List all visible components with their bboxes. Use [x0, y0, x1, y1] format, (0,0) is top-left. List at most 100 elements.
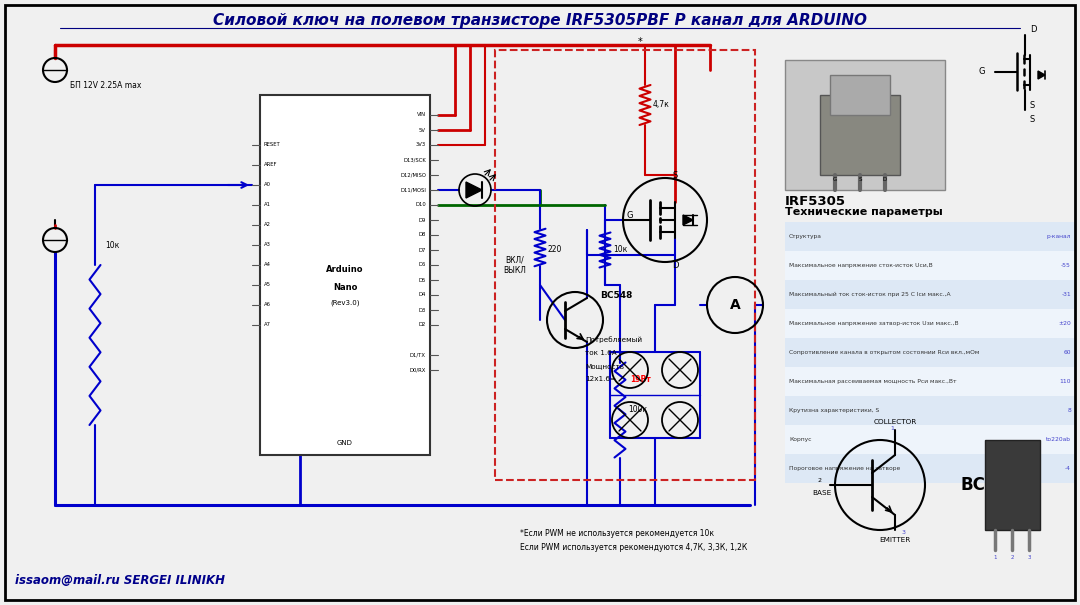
Text: Мощность: Мощность	[585, 363, 624, 369]
Text: Структура: Структура	[789, 234, 822, 239]
Bar	[785, 396, 1075, 425]
Text: *Если PWM не используется рекомендуется 10к: *Если PWM не используется рекомендуется …	[519, 529, 714, 537]
Bar	[785, 60, 945, 190]
Bar	[785, 222, 1075, 251]
Bar	[785, 280, 1075, 309]
Text: D11/MOSI: D11/MOSI	[400, 188, 426, 192]
Text: A1: A1	[264, 203, 271, 208]
Text: Если PWM используется рекомендуются 4,7К, 3,3К, 1,2К: Если PWM используется рекомендуются 4,7К…	[519, 543, 747, 552]
Text: 110: 110	[1059, 379, 1071, 384]
Text: 12x1.6=: 12x1.6=	[585, 376, 616, 382]
Text: A3: A3	[264, 243, 271, 247]
Text: D: D	[672, 261, 678, 269]
Text: 1: 1	[890, 425, 894, 431]
Text: D6: D6	[419, 263, 426, 267]
Text: IRF5305: IRF5305	[785, 195, 846, 208]
Text: Корпус: Корпус	[789, 437, 811, 442]
Text: G: G	[833, 177, 837, 182]
Text: -4: -4	[1065, 466, 1071, 471]
Text: D2: D2	[419, 322, 426, 327]
Text: 3V3: 3V3	[416, 143, 426, 148]
Text: Максимальная рассеиваемая мощность Рси макс.,Вт: Максимальная рассеиваемая мощность Рси м…	[789, 379, 957, 384]
Text: G: G	[978, 68, 985, 76]
Bar	[785, 251, 1075, 280]
Text: 3: 3	[1027, 555, 1030, 560]
Text: 1: 1	[994, 555, 997, 560]
Text: A2: A2	[264, 223, 271, 227]
Text: 10к: 10к	[105, 241, 120, 249]
Bar	[785, 425, 1075, 454]
Text: 3: 3	[902, 531, 906, 535]
Bar	[785, 454, 1075, 483]
Bar	[785, 338, 1075, 367]
Text: 8: 8	[1067, 408, 1071, 413]
Text: D5: D5	[419, 278, 426, 283]
Text: Силовой ключ на полевом транзисторе IRF5305PBF P канал для ARDUINO: Силовой ключ на полевом транзисторе IRF5…	[213, 13, 867, 27]
Text: ВКЛ/
ВЫКЛ: ВКЛ/ ВЫКЛ	[503, 255, 526, 275]
Text: р-канал: р-канал	[1047, 234, 1071, 239]
Text: D0/RX: D0/RX	[409, 367, 426, 373]
Text: VIN: VIN	[417, 113, 426, 117]
Text: Потребляемый: Потребляемый	[585, 336, 643, 344]
Text: S: S	[673, 171, 677, 180]
Text: Максимальное напряжение сток-исток Uси,В: Максимальное напряжение сток-исток Uси,В	[789, 263, 933, 268]
Text: D9: D9	[419, 218, 426, 223]
Text: 5V: 5V	[419, 128, 426, 132]
Text: A6: A6	[264, 302, 271, 307]
Text: BASE: BASE	[812, 490, 832, 496]
Text: БП 12V 2.25A max: БП 12V 2.25A max	[70, 80, 141, 90]
Text: BC548: BC548	[960, 476, 1020, 494]
Text: D13/SCK: D13/SCK	[403, 157, 426, 163]
Text: Nano: Nano	[333, 283, 357, 292]
Bar	[831, 75, 890, 115]
Text: D4: D4	[419, 292, 426, 298]
Text: Максимальное напряжение затвор-исток Uзи макс.,В: Максимальное напряжение затвор-исток Uзи…	[789, 321, 959, 326]
Text: Крутизна характеристики, S: Крутизна характеристики, S	[789, 408, 879, 413]
Text: 100к: 100к	[627, 405, 647, 414]
Bar	[820, 95, 900, 175]
Bar	[260, 95, 430, 455]
Polygon shape	[1038, 71, 1045, 79]
Text: 4,7к: 4,7к	[653, 100, 670, 110]
Text: A4: A4	[264, 263, 271, 267]
Text: Пороговое напряжение на затворе: Пороговое напряжение на затворе	[789, 466, 901, 471]
Text: Arduino: Arduino	[326, 266, 364, 275]
Text: A5: A5	[264, 283, 271, 287]
Text: 2: 2	[1010, 555, 1014, 560]
Text: BC548: BC548	[600, 290, 633, 299]
Text: D1/TX: D1/TX	[410, 353, 426, 358]
Text: 220: 220	[548, 246, 563, 255]
Text: 10к: 10к	[613, 246, 627, 255]
Text: S: S	[1030, 100, 1036, 110]
Text: Сопротивление канала в открытом состоянии Rси вкл.,мОм: Сопротивление канала в открытом состояни…	[789, 350, 980, 355]
Text: D10: D10	[415, 203, 426, 208]
Text: RESET: RESET	[264, 143, 281, 148]
Text: D7: D7	[419, 247, 426, 252]
Text: А: А	[730, 298, 741, 312]
Text: ±20: ±20	[1058, 321, 1071, 326]
Text: A0: A0	[264, 183, 271, 188]
Text: D: D	[882, 177, 887, 182]
Bar	[985, 440, 1040, 530]
Text: Технические параметры: Технические параметры	[785, 207, 943, 217]
Text: -31: -31	[1062, 292, 1071, 297]
Text: COLLECTOR: COLLECTOR	[874, 419, 917, 425]
Text: A7: A7	[264, 322, 271, 327]
Text: ток 1.6А: ток 1.6А	[585, 350, 617, 356]
Text: D: D	[1030, 25, 1037, 34]
Polygon shape	[683, 215, 693, 225]
Text: Максимальный ток сток-исток при 25 С Iси макс.,А: Максимальный ток сток-исток при 25 С Iси…	[789, 292, 950, 297]
Text: G: G	[626, 211, 633, 220]
Text: 19Вт: 19Вт	[630, 374, 650, 384]
Text: (Rev3.0): (Rev3.0)	[330, 299, 360, 306]
Text: issaom@mail.ru SERGEI ILINIKH: issaom@mail.ru SERGEI ILINIKH	[15, 574, 225, 586]
Polygon shape	[465, 182, 482, 198]
Text: S: S	[1030, 116, 1036, 125]
Bar	[785, 367, 1075, 396]
Text: 2: 2	[818, 477, 822, 483]
Text: to220ab: to220ab	[1047, 437, 1071, 442]
Text: AREF: AREF	[264, 163, 278, 168]
Text: 60: 60	[1064, 350, 1071, 355]
Text: D12/MISO: D12/MISO	[400, 172, 426, 177]
Text: S: S	[859, 177, 862, 182]
